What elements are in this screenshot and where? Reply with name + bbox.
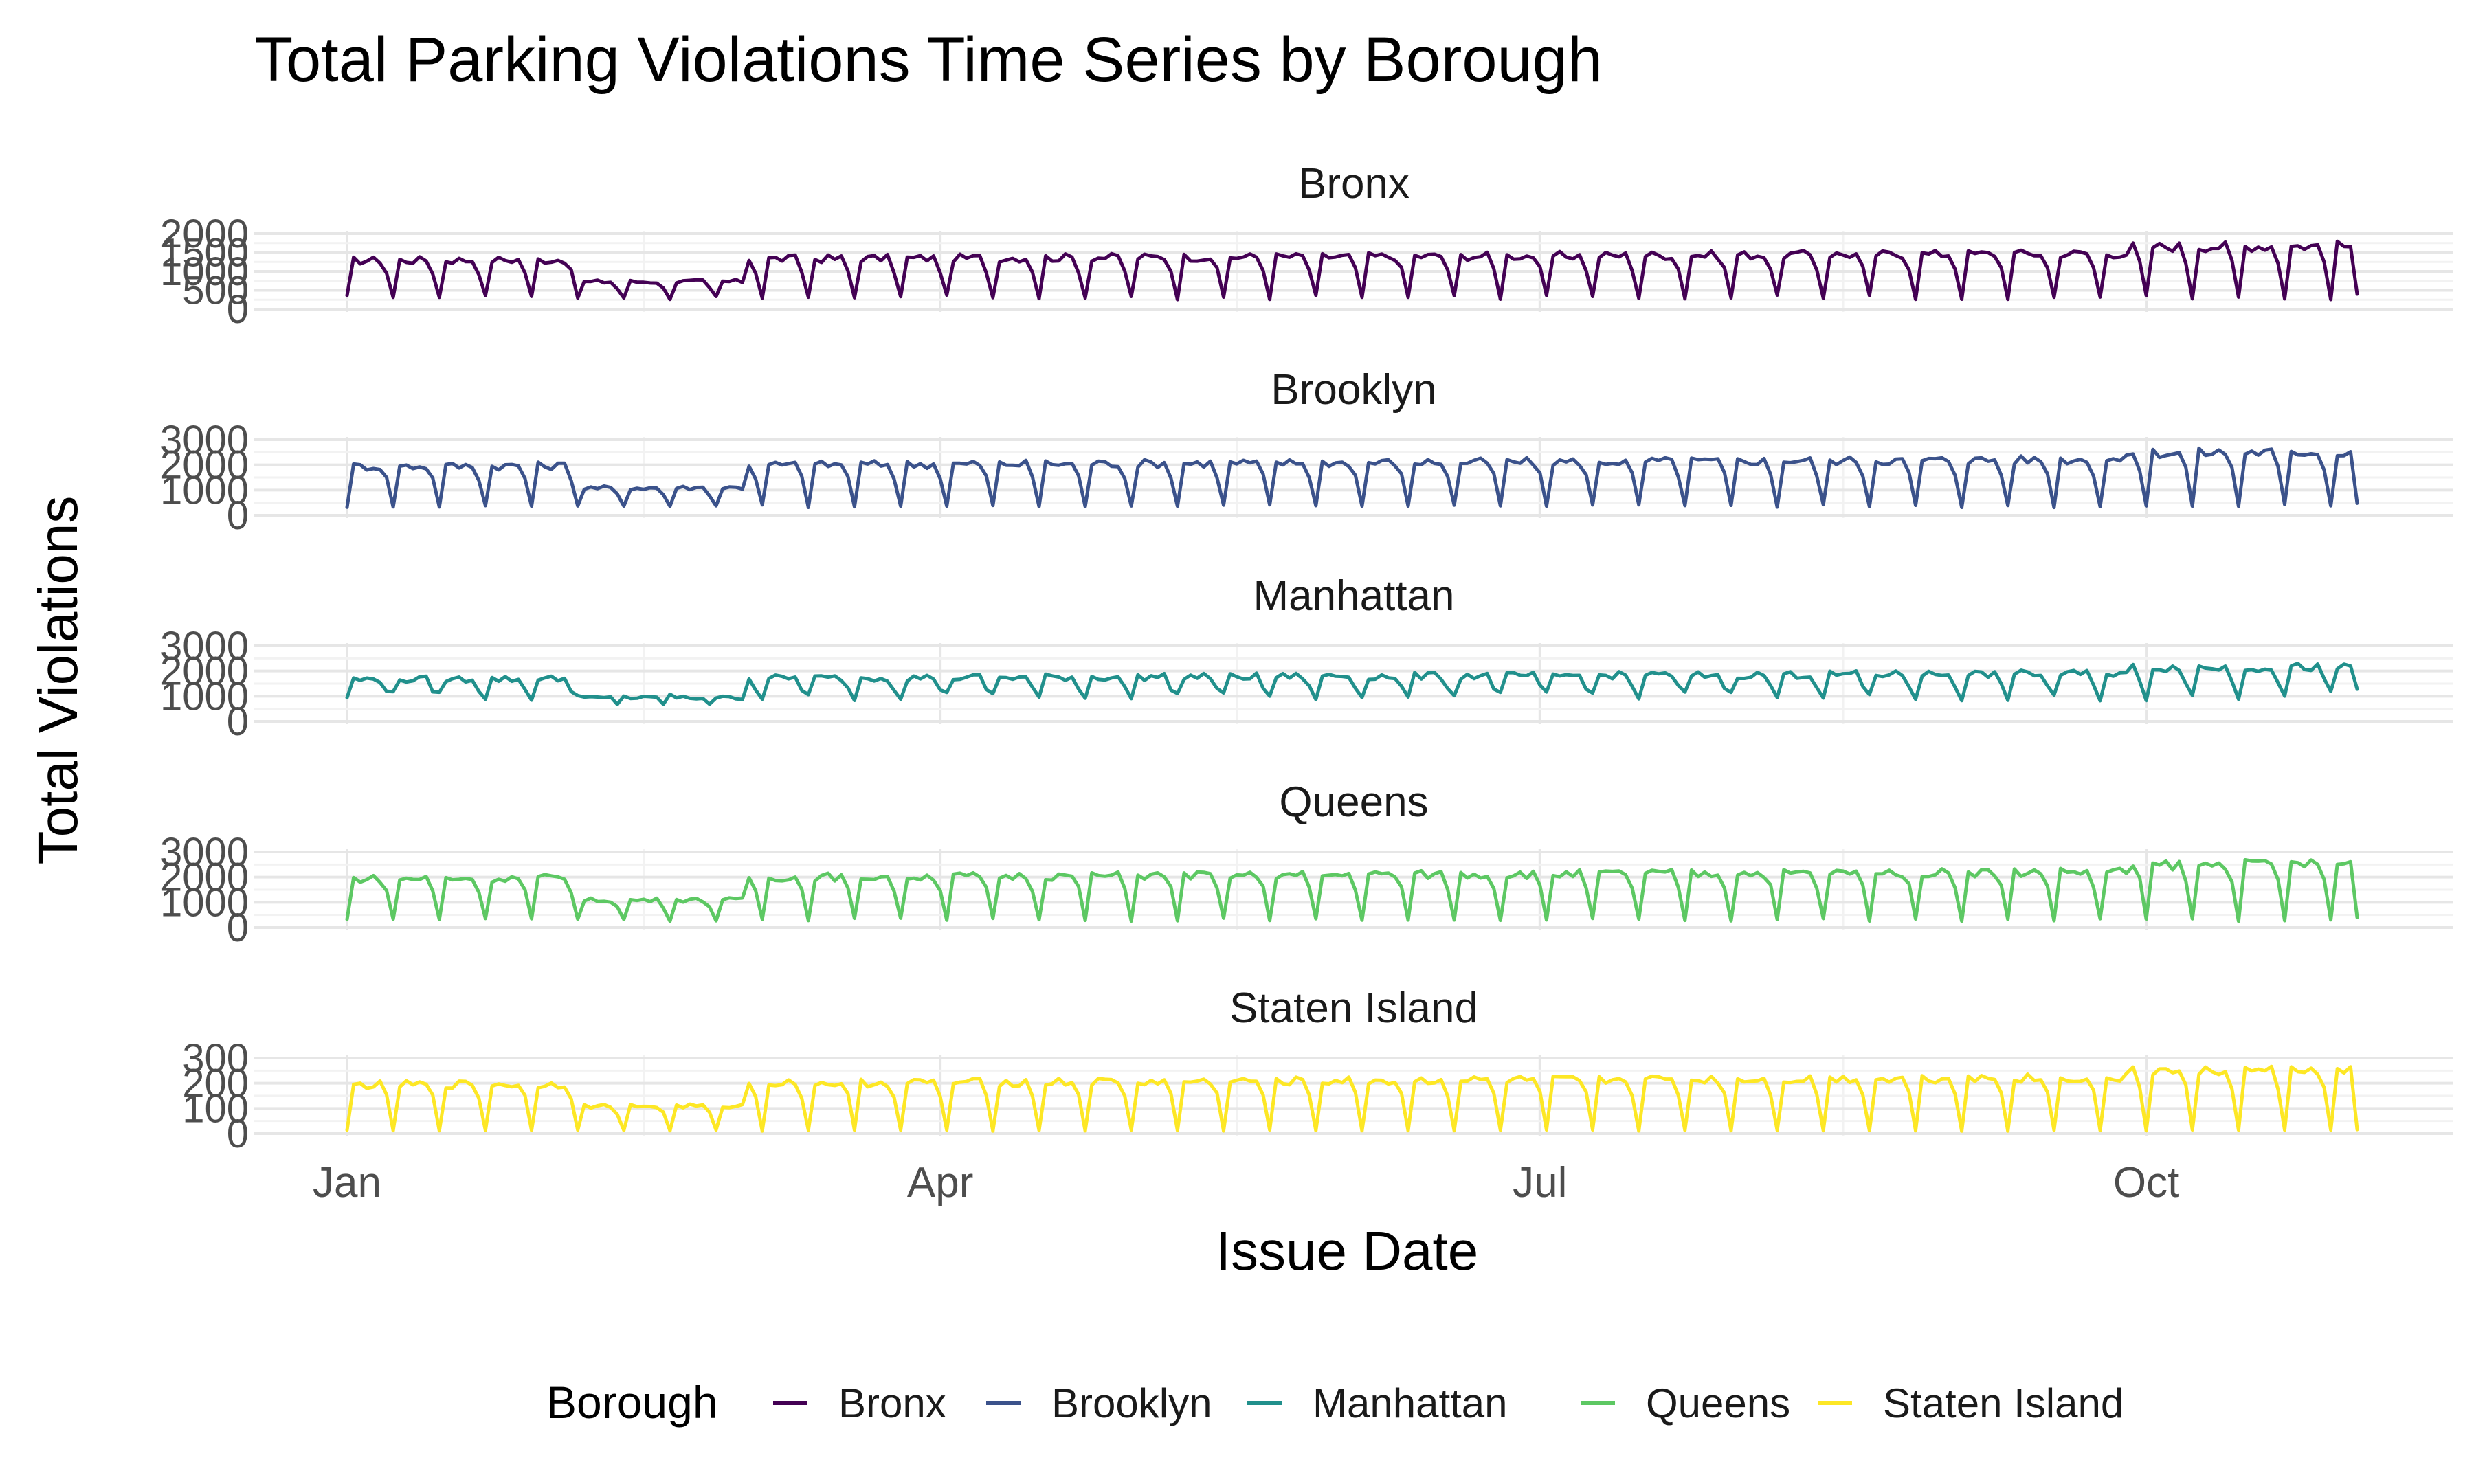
x-tick-label: Jan: [313, 1159, 381, 1206]
facet-strip-label: Manhattan: [1253, 572, 1455, 620]
y-tick-label: 3000: [160, 830, 249, 875]
y-axis-title: Total Violations: [27, 496, 89, 865]
legend-label: Staten Island: [1883, 1380, 2124, 1426]
y-tick-label: 1500: [160, 231, 249, 276]
y-tick-label: 1000: [160, 249, 249, 294]
legend-label: Manhattan: [1313, 1380, 1508, 1426]
y-tick-label: 300: [182, 1036, 249, 1081]
facet-panels: Bronx0500100015002000Brooklyn01000200030…: [160, 160, 2453, 1156]
y-tick-label: 0: [227, 1112, 249, 1156]
x-tick-label: Oct: [2113, 1159, 2179, 1206]
y-tick-label: 500: [182, 269, 249, 313]
x-tick-label: Jul: [1513, 1159, 1567, 1206]
y-tick-label: 0: [227, 493, 249, 538]
y-tick-label: 2000: [160, 855, 249, 900]
y-tick-label: 3000: [160, 624, 249, 668]
series-line-brooklyn: [345, 446, 2359, 510]
x-tick-label: Apr: [907, 1159, 973, 1206]
y-tick-label: 2000: [160, 212, 249, 256]
y-tick-label: 100: [182, 1086, 249, 1131]
facet-strip-label: Staten Island: [1229, 985, 1478, 1032]
legend-label: Brooklyn: [1051, 1380, 1212, 1426]
series-line-manhattan: [345, 662, 2359, 706]
series-line-queens: [345, 858, 2359, 923]
x-axis: Jan Apr Jul Oct: [313, 1159, 2179, 1206]
y-tick-label: 0: [227, 287, 249, 332]
y-tick-label: 2000: [160, 443, 249, 488]
series-line-staten-island: [345, 1064, 2359, 1133]
x-axis-title: Issue Date: [1216, 1220, 1478, 1281]
legend-label: Queens: [1646, 1380, 1790, 1426]
facet-strip-label: Bronx: [1298, 160, 1409, 207]
y-tick-label: 0: [227, 699, 249, 744]
legend: Borough Bronx Brooklyn Manhattan Queens State…: [546, 1377, 2124, 1428]
legend-label: Bronx: [838, 1380, 946, 1426]
y-tick-label: 1000: [160, 468, 249, 513]
y-tick-label: 1000: [160, 674, 249, 719]
chart-title: Total Parking Violations Time Series by …: [254, 25, 1603, 95]
y-tick-label: 1000: [160, 880, 249, 925]
y-tick-label: 200: [182, 1061, 249, 1106]
facet-strip-label: Queens: [1279, 778, 1428, 826]
y-tick-label: 2000: [160, 649, 249, 694]
y-tick-label: 0: [227, 906, 249, 950]
series-line-bronx: [345, 239, 2359, 302]
y-tick-label: 3000: [160, 418, 249, 462]
legend-title: Borough: [546, 1377, 718, 1428]
facet-strip-label: Brooklyn: [1271, 366, 1436, 414]
